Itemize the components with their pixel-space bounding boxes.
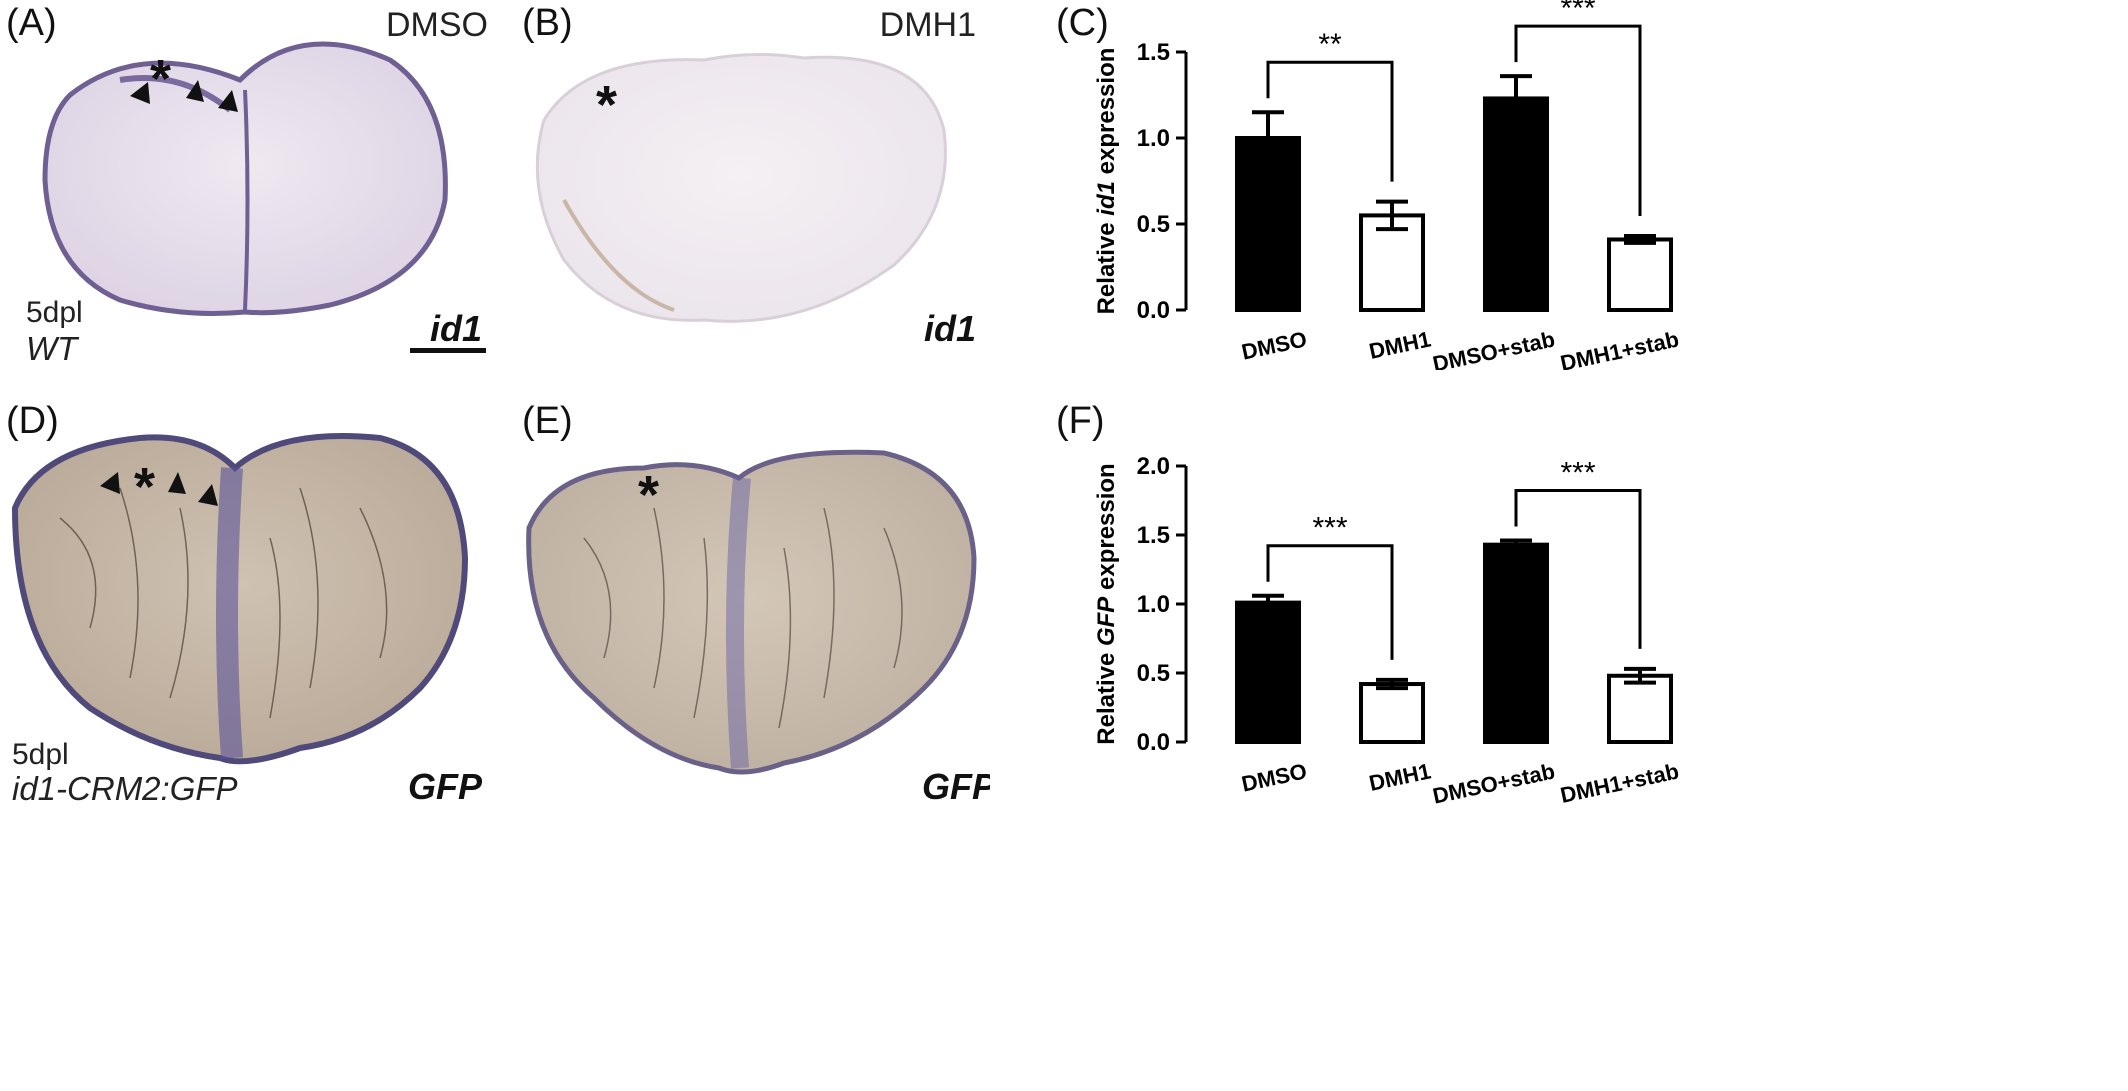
arrowhead-icon (186, 80, 204, 102)
y-tick-label: 0.5 (1137, 660, 1170, 687)
significance-bracket (1266, 544, 1394, 660)
panel-b-micrograph: (B) DMH1 * id1 (504, 0, 990, 364)
asterisk-marker: * (596, 75, 618, 135)
significance-label: *** (1560, 457, 1595, 490)
panel-label: (D) (6, 400, 59, 442)
significance-label: *** (1312, 512, 1347, 545)
arrowhead-icon (130, 82, 150, 104)
treatment-label: DMSO (386, 6, 488, 44)
brain-section-image (42, 41, 448, 316)
stage-label: 5dpl (12, 738, 69, 771)
panel-c-bar-chart: (C) 0.0 0.5 1.0 1.5 Relative id1 expression D… (1000, 0, 2128, 377)
significance-bracket (1514, 489, 1642, 649)
panel-label: (A) (6, 2, 57, 44)
bar (1607, 237, 1673, 312)
bar (1235, 600, 1301, 744)
chart-svg: 0.0 0.5 1.0 1.5 Relative id1 expression DMSO D… (1093, 0, 1681, 377)
panel-a-micrograph: (A) DMSO * 5dpl WT id1 (0, 0, 500, 364)
arrowhead-icon (218, 90, 238, 112)
x-tick-label: DMH1 (1367, 758, 1433, 795)
y-tick-label: 0.5 (1137, 211, 1170, 238)
x-tick-label: DMH1 (1367, 326, 1433, 363)
panel-f-bar-chart: (F) 0.0 0.5 1.0 1.5 2.0 Relative GFP expressi… (1000, 398, 2128, 809)
y-tick-label: 1.5 (1137, 522, 1170, 549)
arrowhead-icon (100, 472, 120, 494)
treatment-label: DMH1 (879, 6, 976, 44)
y-tick-label: 0.0 (1137, 729, 1170, 756)
y-axis-label: Relative GFP expression (1093, 463, 1120, 744)
bar (1607, 673, 1673, 745)
y-axis-label: Relative id1 expression (1093, 48, 1120, 315)
panel-label: (E) (522, 400, 573, 442)
brain-section-image (535, 52, 947, 323)
asterisk-marker: * (134, 457, 156, 517)
arrowhead-markers (100, 472, 218, 506)
asterisk-marker: * (150, 49, 172, 109)
brain-section-image (11, 433, 469, 765)
gene-label: GFP (922, 766, 990, 806)
genotype-label: id1-CRM2:GFP (12, 770, 238, 806)
panel-label: (B) (522, 2, 573, 44)
significance-bracket (1266, 60, 1394, 182)
significance-bracket (1514, 24, 1642, 217)
asterisk-marker: * (638, 465, 660, 525)
genotype-label: WT (26, 330, 78, 364)
bar (1483, 96, 1549, 312)
stage-label: 5dpl (26, 296, 83, 329)
x-tick-label: DMSO+stab (1430, 326, 1557, 370)
chart-svg: 0.0 0.5 1.0 1.5 2.0 Relative GFP expression DM… (1093, 453, 1681, 809)
gene-label: id1 (430, 308, 483, 349)
y-tick-label: 1.0 (1137, 591, 1170, 618)
arrowhead-icon (168, 472, 186, 494)
x-tick-label: DMSO (1239, 758, 1309, 796)
x-tick-label: DMSO (1239, 326, 1309, 364)
gene-label: id1 (924, 308, 977, 349)
y-tick-label: 1.0 (1137, 125, 1170, 152)
x-tick-label: DMSO+stab (1430, 758, 1557, 808)
arrowhead-icon (198, 484, 218, 506)
arrowhead-markers (130, 80, 238, 112)
x-tick-label: DMH1+stab (1558, 758, 1681, 807)
bar (1483, 542, 1549, 744)
scale-bar (410, 348, 486, 353)
significance-label: ** (1318, 28, 1342, 61)
y-tick-label: 1.5 (1137, 39, 1170, 66)
gene-label: GFP (408, 766, 483, 806)
bar (1359, 213, 1425, 312)
y-tick-label: 0.0 (1137, 297, 1170, 324)
bar (1359, 682, 1425, 745)
brain-section-image (526, 449, 977, 775)
panel-d-micrograph: (D) * 5dpl id1-CRM2:GFP GFP (0, 398, 500, 806)
significance-label: *** (1560, 0, 1595, 25)
panel-label: (F) (1056, 400, 1105, 442)
panel-label: (C) (1056, 2, 1109, 44)
panel-e-micrograph: (E) * GFP (504, 398, 990, 806)
x-tick-label: DMH1+stab (1558, 326, 1681, 370)
y-tick-label: 2.0 (1137, 453, 1170, 480)
